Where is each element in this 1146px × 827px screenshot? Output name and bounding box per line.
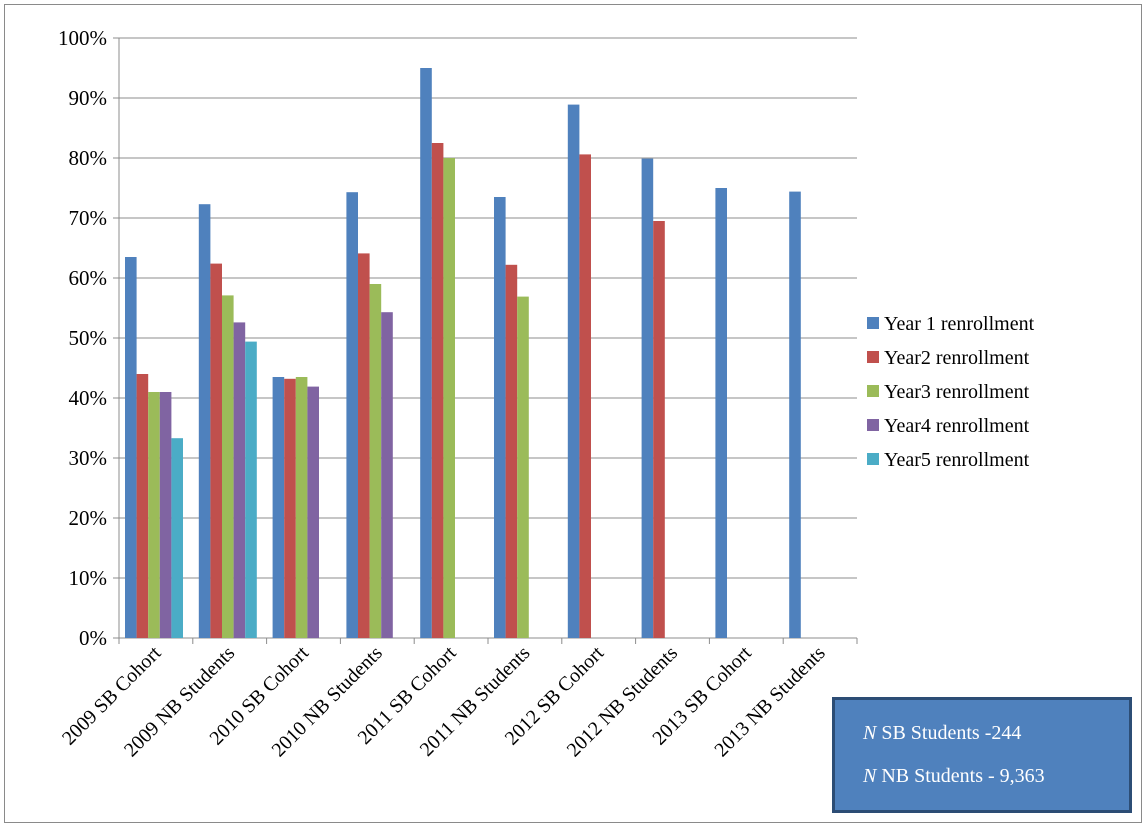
bar — [517, 296, 529, 638]
bar — [369, 284, 382, 638]
n-symbol: N — [863, 722, 877, 744]
y-tick-label: 40% — [69, 386, 108, 410]
bar — [307, 386, 319, 638]
legend-swatch — [867, 419, 879, 431]
n-symbol: N — [863, 765, 877, 787]
bar — [579, 154, 591, 638]
bar — [715, 188, 727, 638]
bar — [159, 392, 172, 638]
legend-label: Year 1 renrollment — [884, 313, 1035, 335]
bar — [148, 392, 160, 638]
sb-students-text: SB Students -244 — [876, 722, 1022, 744]
y-tick-label: 30% — [69, 446, 108, 470]
bar — [381, 312, 393, 638]
sample-size-note: N SB Students -244 N NB Students - 9,363 — [832, 697, 1132, 813]
y-tick-label: 90% — [69, 86, 108, 110]
bar — [505, 264, 518, 638]
legend-label: Year5 renrollment — [884, 449, 1030, 471]
bar — [295, 377, 308, 638]
bar — [789, 191, 801, 638]
bar — [653, 221, 665, 638]
y-tick-label: 50% — [69, 326, 108, 350]
y-tick-label: 100% — [58, 26, 107, 50]
bar — [420, 68, 432, 638]
bar — [222, 295, 234, 638]
bar — [431, 143, 444, 638]
legend-label: Year2 renrollment — [884, 347, 1030, 369]
bar — [198, 204, 211, 638]
nb-students-text: NB Students - 9,363 — [876, 765, 1045, 787]
sb-students-note: N SB Students -244 — [863, 722, 1021, 745]
legend: Year 1 renrollment Year2 renrollment Year3… — [867, 313, 1035, 471]
bar — [346, 192, 358, 638]
y-tick-label: 60% — [69, 266, 108, 290]
bar — [494, 197, 506, 638]
legend-swatch — [867, 317, 879, 329]
bar — [641, 158, 654, 638]
y-tick-label: 70% — [69, 206, 108, 230]
bar — [358, 253, 370, 638]
bar — [245, 341, 257, 638]
bar — [136, 374, 149, 638]
y-tick-label: 0% — [79, 626, 107, 650]
bar — [210, 263, 222, 638]
legend-label: Year3 renrollment — [884, 381, 1030, 403]
bar — [443, 158, 455, 638]
y-tick-label: 80% — [69, 146, 108, 170]
bar — [171, 438, 183, 638]
bars — [125, 68, 801, 639]
bar — [567, 104, 580, 639]
bar — [125, 257, 137, 638]
bar — [272, 377, 285, 638]
bar — [284, 378, 296, 638]
y-tick-label: 20% — [69, 506, 108, 530]
legend-swatch — [867, 351, 879, 363]
legend-swatch — [867, 453, 879, 465]
legend-swatch — [867, 385, 879, 397]
legend-label: Year4 renrollment — [884, 415, 1030, 437]
y-tick-label: 10% — [69, 566, 108, 590]
bar — [233, 322, 246, 638]
nb-students-note: N NB Students - 9,363 — [863, 765, 1045, 788]
